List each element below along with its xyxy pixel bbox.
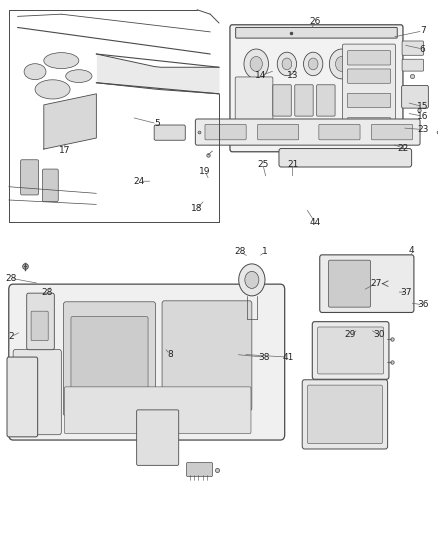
FancyBboxPatch shape	[235, 77, 273, 129]
FancyBboxPatch shape	[258, 124, 299, 140]
Text: 37: 37	[401, 288, 412, 296]
Text: 18: 18	[191, 205, 202, 213]
Text: 30: 30	[373, 330, 385, 339]
Polygon shape	[44, 94, 96, 149]
Text: 17: 17	[59, 146, 71, 155]
Text: 26: 26	[310, 17, 321, 26]
FancyBboxPatch shape	[312, 321, 389, 379]
FancyBboxPatch shape	[236, 27, 397, 38]
FancyBboxPatch shape	[347, 118, 391, 132]
Text: 1: 1	[262, 247, 268, 256]
Text: 28: 28	[234, 247, 246, 256]
FancyBboxPatch shape	[162, 301, 252, 411]
FancyBboxPatch shape	[42, 169, 58, 201]
Circle shape	[245, 271, 259, 288]
Circle shape	[239, 264, 265, 296]
Text: 6: 6	[420, 45, 426, 53]
Text: 14: 14	[255, 71, 266, 80]
Circle shape	[304, 52, 323, 76]
Ellipse shape	[44, 53, 79, 69]
FancyBboxPatch shape	[31, 311, 48, 341]
FancyBboxPatch shape	[273, 85, 291, 116]
Text: 4: 4	[409, 246, 414, 255]
FancyBboxPatch shape	[64, 387, 251, 434]
FancyBboxPatch shape	[295, 85, 313, 116]
Text: 7: 7	[420, 27, 426, 35]
FancyBboxPatch shape	[154, 125, 185, 140]
Text: 36: 36	[417, 301, 428, 309]
Text: 2: 2	[8, 333, 14, 341]
FancyBboxPatch shape	[343, 44, 396, 139]
FancyBboxPatch shape	[347, 93, 391, 108]
FancyBboxPatch shape	[187, 463, 212, 477]
FancyBboxPatch shape	[328, 260, 371, 307]
Text: 29: 29	[345, 330, 356, 339]
FancyBboxPatch shape	[320, 255, 414, 312]
FancyBboxPatch shape	[137, 410, 179, 465]
FancyBboxPatch shape	[347, 69, 391, 83]
Ellipse shape	[35, 80, 70, 99]
Text: 13: 13	[287, 71, 298, 80]
FancyBboxPatch shape	[13, 350, 61, 435]
Text: 25: 25	[257, 160, 268, 168]
Ellipse shape	[66, 70, 92, 83]
FancyBboxPatch shape	[402, 59, 424, 71]
Circle shape	[336, 56, 348, 71]
Ellipse shape	[24, 64, 46, 80]
FancyBboxPatch shape	[230, 25, 403, 152]
Circle shape	[329, 49, 354, 79]
Circle shape	[250, 56, 262, 71]
FancyBboxPatch shape	[347, 51, 391, 65]
Text: 28: 28	[42, 288, 53, 296]
Text: 22: 22	[397, 144, 409, 152]
Circle shape	[282, 58, 292, 70]
FancyBboxPatch shape	[307, 385, 382, 443]
Text: 44: 44	[310, 219, 321, 227]
FancyBboxPatch shape	[27, 293, 54, 350]
FancyBboxPatch shape	[205, 124, 246, 140]
FancyBboxPatch shape	[318, 327, 384, 374]
Text: 16: 16	[417, 112, 428, 120]
FancyBboxPatch shape	[21, 160, 39, 195]
Text: 23: 23	[417, 125, 428, 134]
FancyBboxPatch shape	[195, 119, 420, 145]
Text: 15: 15	[417, 102, 428, 111]
Text: 19: 19	[199, 167, 211, 176]
Circle shape	[308, 58, 318, 70]
FancyBboxPatch shape	[317, 85, 335, 116]
FancyBboxPatch shape	[402, 41, 424, 55]
Circle shape	[277, 52, 297, 76]
Text: 21: 21	[287, 160, 298, 168]
Text: 24: 24	[134, 177, 145, 185]
Circle shape	[244, 49, 268, 79]
FancyBboxPatch shape	[9, 284, 285, 440]
Text: 5: 5	[154, 119, 160, 128]
FancyBboxPatch shape	[402, 85, 428, 108]
FancyBboxPatch shape	[7, 357, 38, 437]
Text: 41: 41	[283, 353, 294, 361]
FancyBboxPatch shape	[302, 379, 388, 449]
FancyBboxPatch shape	[64, 302, 155, 416]
FancyBboxPatch shape	[71, 317, 148, 407]
Text: 27: 27	[370, 279, 381, 288]
Text: 38: 38	[258, 353, 269, 361]
FancyBboxPatch shape	[371, 124, 413, 140]
Text: 8: 8	[167, 350, 173, 359]
FancyBboxPatch shape	[319, 124, 360, 140]
FancyBboxPatch shape	[279, 149, 412, 167]
Text: 28: 28	[5, 274, 17, 282]
